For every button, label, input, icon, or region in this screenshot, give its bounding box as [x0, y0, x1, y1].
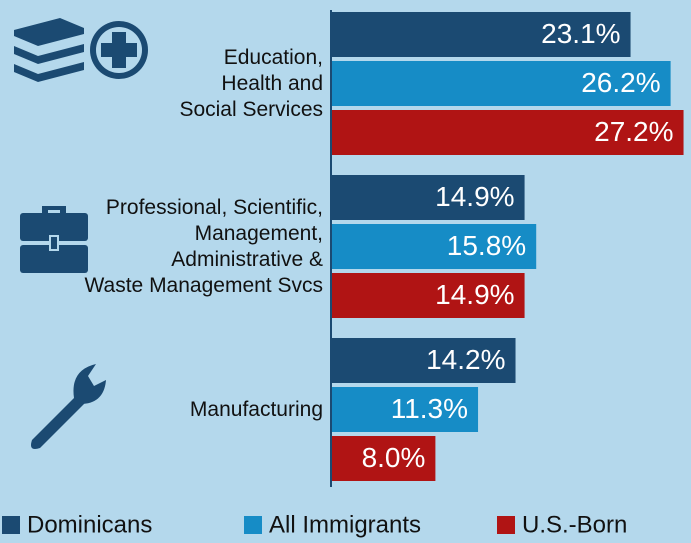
value-label: 14.9% — [435, 181, 514, 212]
bar — [332, 175, 525, 220]
legend-swatch — [244, 516, 262, 534]
value-label: 11.3% — [391, 393, 468, 424]
bar — [332, 110, 684, 155]
category-label: Education, Health and Social Services — [179, 45, 323, 121]
legend-swatch — [2, 516, 20, 534]
value-label: 26.2% — [581, 67, 660, 98]
bar — [332, 224, 537, 269]
value-label: 14.9% — [435, 279, 514, 310]
bar — [332, 12, 631, 57]
value-label: 14.2% — [426, 344, 505, 375]
bar — [332, 61, 671, 106]
legend-swatch — [497, 516, 515, 534]
category-label: Manufacturing — [189, 397, 323, 421]
value-label: 15.8% — [447, 230, 526, 261]
icon-books — [14, 18, 148, 82]
bar — [332, 338, 516, 383]
icon-wrench — [31, 364, 106, 449]
category-label: Professional, Scientific, Management, Ad… — [84, 195, 324, 297]
bar — [332, 273, 525, 318]
legend-label: Dominicans — [27, 511, 152, 538]
value-label: 8.0% — [362, 442, 426, 473]
legend-label: All Immigrants — [269, 511, 421, 538]
icon-briefcase — [20, 206, 88, 273]
legend-label: U.S.-Born — [522, 511, 627, 538]
bar — [332, 387, 479, 432]
bar — [332, 436, 436, 481]
value-label: 27.2% — [594, 116, 673, 147]
value-label: 23.1% — [541, 18, 620, 49]
